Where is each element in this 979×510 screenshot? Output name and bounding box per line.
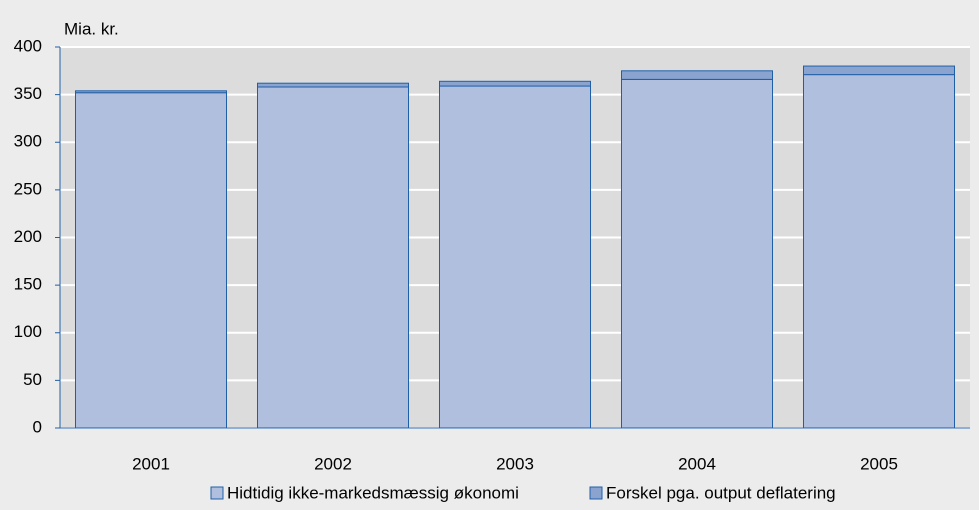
y-tick-label: 150 [14,275,42,294]
bar-segment [803,65,955,76]
y-tick-label: 300 [14,132,42,151]
bar-segment [75,90,227,94]
legend-label: Hidtidig ikke-markedsmæssig økonomi [227,483,519,502]
bar-segment [257,82,409,88]
x-tick-label: 2001 [132,454,170,473]
legend-swatch [210,486,224,500]
x-tick-label: 2004 [678,454,716,473]
y-tick-label: 250 [14,179,42,198]
legend-label: Forskel pga. output deflatering [606,483,836,502]
legend-swatch [589,486,603,500]
x-tick-label: 2002 [314,454,352,473]
x-tick-label: 2005 [860,454,898,473]
bar-segment [621,70,773,80]
y-tick-label: 50 [23,370,42,389]
y-tick-label: 0 [33,417,42,436]
bar-segment [621,78,773,429]
y-unit-label: Mia. kr. [64,19,119,38]
bar-segment [439,80,591,87]
bar-segment [803,74,955,429]
y-tick-label: 200 [14,227,42,246]
y-tick-label: 100 [14,322,42,341]
y-tick-label: 350 [14,84,42,103]
x-tick-label: 2003 [496,454,534,473]
bar-segment [257,86,409,429]
bar-segment [75,92,227,429]
y-tick-label: 400 [14,36,42,55]
bar-segment [439,85,591,429]
